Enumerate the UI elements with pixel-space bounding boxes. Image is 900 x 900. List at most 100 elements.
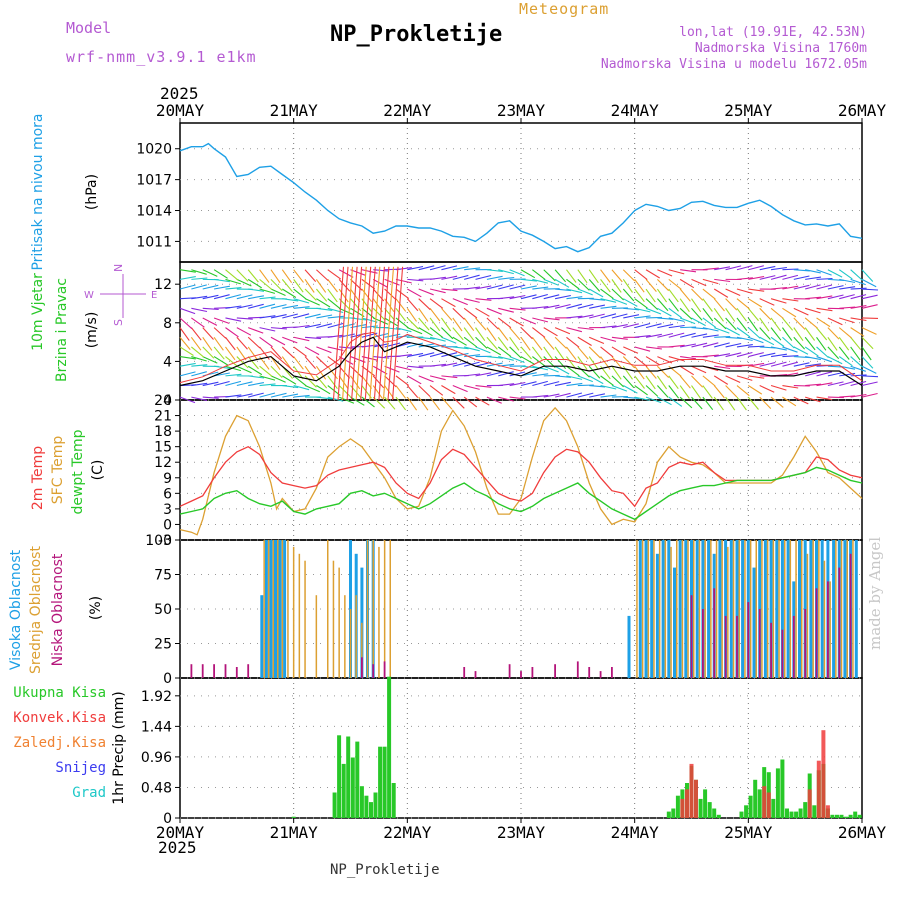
wind-arrow bbox=[793, 269, 810, 272]
wind-arrow bbox=[702, 396, 714, 411]
wind-arrow bbox=[372, 375, 385, 389]
wind-arrow bbox=[577, 303, 594, 309]
wind-arrow bbox=[702, 385, 713, 399]
wind-arrow bbox=[850, 287, 867, 290]
cloud-bar bbox=[304, 560, 306, 678]
top-date-label: 26MAY bbox=[838, 101, 887, 120]
wind-arrow bbox=[270, 365, 283, 378]
wind-arrow bbox=[839, 395, 856, 398]
low-cloud-axis-label: Niska Oblacnost bbox=[50, 553, 66, 666]
wind-arrow bbox=[725, 342, 742, 348]
wind-arrow bbox=[532, 380, 548, 387]
cloud-bar bbox=[792, 615, 795, 678]
y-tick-label: 4 bbox=[163, 354, 172, 370]
wind-arrow bbox=[861, 327, 877, 335]
wind-arrow bbox=[770, 274, 787, 280]
wind-gust-line bbox=[179, 331, 863, 384]
wind-arrow bbox=[293, 394, 310, 398]
wind-arrow bbox=[406, 317, 420, 330]
wind-arrow bbox=[861, 288, 879, 291]
wind-arrow bbox=[634, 307, 651, 313]
wind-arrow bbox=[293, 346, 307, 357]
cloud-bar bbox=[298, 553, 301, 678]
wind-arrow bbox=[270, 304, 287, 309]
wind-arrow bbox=[532, 269, 546, 280]
wind-arrow bbox=[668, 356, 685, 362]
wind-arrow bbox=[634, 315, 651, 319]
wind-arrow bbox=[475, 274, 492, 280]
wind-arrow bbox=[259, 278, 273, 290]
precip-bar bbox=[369, 802, 373, 818]
wind-arrow bbox=[657, 269, 673, 277]
wind-arrow bbox=[418, 375, 434, 383]
wind-arrow bbox=[747, 317, 759, 332]
wind-arrow bbox=[645, 288, 656, 303]
station-title: NP_Prokletije bbox=[330, 22, 503, 47]
wind-arrow bbox=[623, 298, 638, 307]
wind-arrow bbox=[861, 356, 874, 369]
precip-bar bbox=[807, 789, 812, 818]
wind-arrow bbox=[679, 317, 696, 325]
year-bottom: 2025 bbox=[158, 838, 197, 857]
cloud-bar bbox=[355, 595, 357, 678]
wind-arrow bbox=[236, 327, 252, 336]
wind-arrow bbox=[282, 336, 298, 344]
wind-arrow bbox=[532, 317, 549, 323]
wind-arrow bbox=[839, 380, 855, 387]
wind-arrow bbox=[361, 365, 376, 377]
cloud-bar bbox=[327, 540, 329, 678]
cloud-bar bbox=[264, 540, 268, 678]
wind-arrow bbox=[668, 278, 682, 290]
cloud-bar bbox=[474, 671, 477, 678]
wind-arrow bbox=[407, 278, 424, 282]
wind-arrow bbox=[486, 317, 499, 330]
wind-arrow bbox=[759, 298, 775, 306]
wind-arrow bbox=[418, 308, 429, 322]
cloud-bar bbox=[678, 540, 682, 678]
bottom-date-label: 21MAY bbox=[270, 823, 319, 842]
wind-arrow bbox=[475, 372, 492, 377]
wind-arrow bbox=[236, 365, 252, 374]
wind-arrow bbox=[179, 269, 196, 273]
wind-arrow bbox=[327, 315, 344, 319]
wind-arrow bbox=[759, 385, 775, 393]
wind-arrow bbox=[600, 384, 617, 390]
wind-arrow bbox=[759, 275, 776, 280]
cloud-bar bbox=[344, 595, 346, 678]
wind-arrow bbox=[839, 306, 856, 309]
wind-arrow bbox=[532, 278, 549, 284]
wind-arrow bbox=[532, 286, 549, 290]
wind-arrow bbox=[554, 381, 571, 387]
wind-arrow bbox=[498, 276, 515, 280]
wind-arrow bbox=[361, 278, 376, 290]
wind-arrow bbox=[213, 269, 228, 279]
wind-arrow bbox=[316, 314, 333, 319]
dewpt-line bbox=[179, 466, 863, 521]
y-tick-label: 1014 bbox=[136, 204, 172, 220]
cloud-bar bbox=[647, 540, 650, 678]
wind-arrow bbox=[623, 314, 640, 319]
wind-arrow bbox=[429, 307, 441, 322]
wind-arrow bbox=[191, 295, 208, 300]
wind-arrow bbox=[236, 278, 252, 287]
wind-arrow bbox=[509, 356, 525, 364]
wind-arrow bbox=[407, 327, 423, 335]
wind-arrow bbox=[611, 269, 623, 283]
precip-bar bbox=[848, 814, 853, 818]
wind-arrow bbox=[509, 381, 526, 387]
wind-arrow bbox=[645, 346, 662, 350]
wind-arrow bbox=[464, 373, 481, 377]
wind-arrow bbox=[441, 265, 458, 271]
wind-arrow bbox=[520, 285, 537, 290]
wind-arrow bbox=[520, 336, 531, 351]
wind-arrow bbox=[850, 278, 866, 286]
cloud-bar bbox=[201, 664, 204, 678]
wind-arrow bbox=[725, 396, 736, 411]
wind-arrow bbox=[725, 308, 736, 322]
y-tick-label: 21 bbox=[154, 409, 172, 425]
wind-arrow bbox=[441, 288, 458, 292]
wind-arrow bbox=[372, 396, 386, 409]
wind-arrow bbox=[736, 277, 753, 280]
wind-arrow bbox=[827, 327, 840, 340]
wind-arrow bbox=[452, 327, 464, 341]
